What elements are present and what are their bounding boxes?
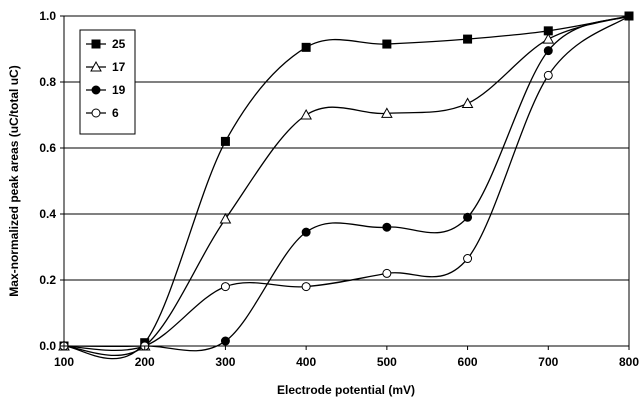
- data-point-6: [543, 70, 553, 80]
- plot-area: [64, 16, 629, 346]
- x-tick-label: 600: [458, 355, 478, 369]
- y-tick-label: 0.0: [39, 339, 56, 353]
- data-point-25: [382, 39, 392, 49]
- data-point-6: [382, 268, 392, 278]
- legend-label-19: 19: [112, 83, 126, 97]
- data-point-6: [463, 254, 473, 264]
- x-tick-label: 100: [54, 355, 74, 369]
- data-point-25: [463, 34, 473, 44]
- y-tick-label: 0.4: [39, 207, 56, 221]
- legend-label-17: 17: [112, 60, 126, 74]
- x-tick-label: 500: [377, 355, 397, 369]
- series-line-19: [63, 15, 630, 352]
- data-point-19: [301, 227, 311, 237]
- data-point-17: [542, 33, 555, 44]
- data-point-25: [301, 42, 311, 52]
- series-line-6: [63, 15, 630, 352]
- x-tick-label: 300: [215, 355, 235, 369]
- data-point-17: [300, 108, 312, 120]
- legend-marker-6: [91, 108, 101, 118]
- y-tick-label: 1.0: [39, 9, 56, 23]
- data-point-17: [461, 97, 474, 108]
- legend-marker-17: [90, 60, 102, 72]
- data-point-19: [382, 222, 392, 232]
- legend-box: [79, 29, 136, 135]
- data-point-17: [219, 212, 232, 224]
- x-axis-title: Electrode potential (mV): [277, 383, 415, 397]
- data-point-17: [381, 107, 393, 118]
- y-tick-label: 0.8: [39, 75, 56, 89]
- y-axis-ticks: 0.0 0.2 0.4 0.6 0.8 1.0: [39, 9, 64, 353]
- plot-frame: [63, 15, 630, 347]
- x-tick-label: 800: [619, 355, 639, 369]
- legend: 25 17 19 6: [79, 29, 136, 135]
- y-tick-label: 0.2: [39, 273, 56, 287]
- x-tick-label: 400: [296, 355, 316, 369]
- legend-marker-19: [91, 85, 101, 95]
- data-point-6: [220, 282, 230, 292]
- legend-label-25: 25: [112, 37, 126, 51]
- x-axis-ticks: 100 200 300 400 500 600 700 800: [54, 346, 639, 369]
- data-point-19: [463, 212, 473, 222]
- gridlines: [64, 81, 629, 281]
- series-line-17: [63, 15, 630, 356]
- legend-marker-25: [91, 39, 101, 49]
- data-point-19: [220, 336, 230, 346]
- y-axis-title: Max-normalized peak areas (uC/total uC): [7, 65, 21, 296]
- data-point-19: [543, 46, 553, 56]
- legend-label-6: 6: [112, 106, 119, 120]
- x-tick-label: 200: [135, 355, 155, 369]
- y-tick-label: 0.6: [39, 141, 56, 155]
- data-point-6: [301, 282, 311, 292]
- x-tick-label: 700: [538, 355, 558, 369]
- data-point-25: [220, 136, 230, 146]
